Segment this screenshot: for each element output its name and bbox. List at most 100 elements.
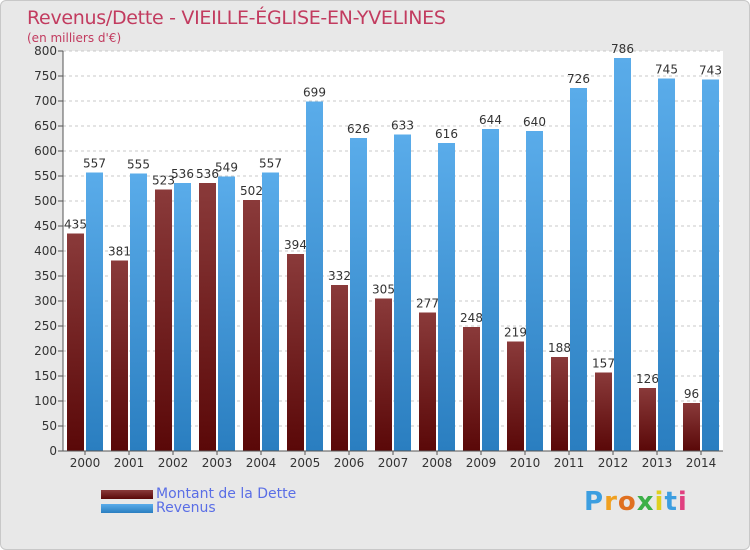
x-axis: 2000 2001 2002 2003 2004 2005 2006 2007 2008 2009…	[63, 450, 723, 470]
bar-revenue	[526, 131, 543, 451]
y-tick-label: 700	[34, 94, 57, 108]
x-tick-label: 2006	[334, 456, 365, 470]
x-tick-label: 2009	[466, 456, 497, 470]
logo-letter: i	[677, 487, 688, 517]
bar-debt	[683, 403, 700, 451]
bar-debt	[67, 233, 84, 451]
x-tick-label: 2003	[202, 456, 233, 470]
logo-letter: t	[664, 487, 678, 517]
bar-debt	[639, 388, 656, 451]
data-label-revenue: 726	[567, 72, 590, 86]
data-label-debt: 536	[196, 167, 219, 181]
y-tick-label: 450	[34, 219, 57, 233]
bar-revenue	[130, 173, 147, 451]
y-tick-label: 800	[34, 44, 57, 58]
bar-debt	[243, 200, 260, 451]
bar-revenue	[702, 79, 719, 451]
bar-debt	[111, 260, 128, 451]
legend-swatch-revenue	[101, 503, 153, 513]
legend-item-debt: Montant de la Dette	[101, 487, 296, 501]
y-tick-label: 600	[34, 144, 57, 158]
x-tick-label: 2010	[510, 456, 541, 470]
x-tick-label: 2013	[642, 456, 673, 470]
bar-debt	[199, 183, 216, 451]
data-label-revenue: 626	[347, 122, 370, 136]
data-label-revenue: 549	[215, 161, 238, 175]
y-tick-label: 550	[34, 169, 57, 183]
legend-label-revenue: Revenus	[156, 500, 216, 516]
y-tick-label: 750	[34, 69, 57, 83]
x-tick-label: 2000	[70, 456, 101, 470]
x-tick-label: 2014	[686, 456, 717, 470]
bar-revenue	[350, 138, 367, 451]
x-tick-label: 2002	[158, 456, 189, 470]
y-tick-label: 650	[34, 119, 57, 133]
y-tick-label: 50	[42, 419, 57, 433]
y-tick-label: 250	[34, 319, 57, 333]
bar-revenue	[306, 101, 323, 451]
bar-revenue	[482, 129, 499, 451]
bar-debt	[287, 254, 304, 451]
data-label-debt: 381	[108, 245, 131, 259]
bar-revenue	[218, 176, 235, 451]
y-tick-label: 0	[49, 444, 57, 458]
bar-debt	[331, 285, 348, 451]
bar-debt	[463, 327, 480, 451]
logo-letter: P	[584, 487, 605, 517]
bar-debt	[595, 372, 612, 451]
data-label-revenue: 644	[479, 113, 502, 127]
chart-title: Revenus/Dette - VIEILLE-ÉGLISE-EN-YVELIN…	[27, 7, 446, 29]
data-label-debt: 332	[328, 269, 351, 283]
bar-revenue	[86, 172, 103, 451]
data-label-debt: 502	[240, 184, 263, 198]
data-label-debt: 435	[64, 218, 87, 232]
bar-debt	[419, 312, 436, 451]
data-label-revenue: 555	[127, 158, 150, 172]
data-label-revenue: 557	[83, 157, 106, 171]
data-label-revenue: 743	[699, 64, 722, 78]
x-tick-label: 2005	[290, 456, 321, 470]
x-tick-label: 2011	[554, 456, 585, 470]
bar-revenue	[438, 143, 455, 451]
bar-revenue	[570, 88, 587, 451]
legend-label-debt: Montant de la Dette	[156, 486, 297, 502]
y-tick-label: 350	[34, 269, 57, 283]
data-label-debt: 188	[548, 341, 571, 355]
y-tick-label: 100	[34, 394, 57, 408]
bar-revenue	[658, 78, 675, 451]
bar-debt	[155, 189, 172, 451]
data-label-debt: 96	[684, 387, 699, 401]
x-tick-label: 2007	[378, 456, 409, 470]
data-label-debt: 248	[460, 311, 483, 325]
x-tick-label: 2012	[598, 456, 629, 470]
data-label-revenue: 745	[655, 63, 678, 77]
bar-debt	[375, 298, 392, 451]
bar-debt	[551, 357, 568, 451]
x-tick-label: 2004	[246, 456, 277, 470]
y-tick-label: 200	[34, 344, 57, 358]
data-label-debt: 305	[372, 283, 395, 297]
data-label-revenue: 633	[391, 119, 414, 133]
grid-lines	[63, 50, 723, 452]
x-tick-label: 2008	[422, 456, 453, 470]
data-label-debt: 126	[636, 372, 659, 386]
y-tick-label: 150	[34, 369, 57, 383]
legend: Montant de la Dette Revenus	[101, 487, 296, 515]
logo-letter: i	[654, 487, 665, 517]
bar-revenue	[394, 134, 411, 451]
logo-letter: o	[617, 487, 637, 517]
bar-revenue	[262, 172, 279, 451]
bar-revenue	[174, 183, 191, 451]
proxiti-logo: Proxiti	[584, 487, 688, 517]
data-label-debt: 523	[152, 174, 175, 188]
data-label-revenue: 699	[303, 86, 326, 100]
data-label-revenue: 536	[171, 167, 194, 181]
y-tick-label: 500	[34, 194, 57, 208]
y-axis: 0 50 100 150 200 250 300 350 400 450 500 550 600 650 7…	[34, 44, 64, 458]
data-label-debt: 219	[504, 326, 527, 340]
data-label-debt: 394	[284, 238, 307, 252]
y-tick-label: 400	[34, 244, 57, 258]
